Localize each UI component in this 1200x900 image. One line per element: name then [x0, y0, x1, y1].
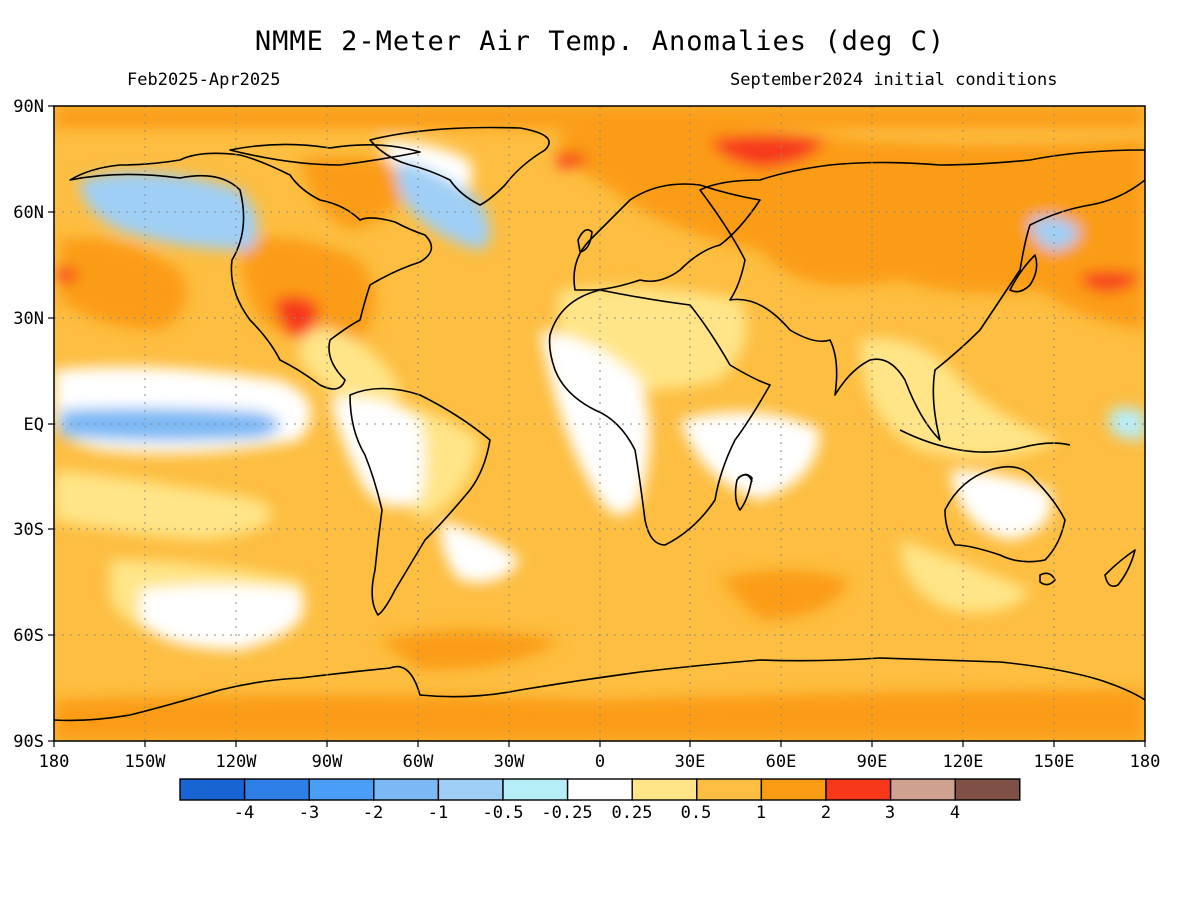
lon-ticks — [53, 741, 1146, 747]
lon-label: 30E — [675, 752, 706, 772]
forecast-period: Feb2025-Apr2025 — [127, 70, 281, 90]
lat-label: 60N — [13, 203, 44, 223]
lat-label: EQ — [24, 415, 44, 435]
coastlines — [54, 126, 1145, 722]
legend-labels: -4 -3 -2 -1 -0.5 -0.25 0.25 0.5 1 2 3 4 — [234, 803, 960, 823]
map-title: NMME 2-Meter Air Temp. Anomalies (deg C) — [254, 26, 946, 57]
legend-label: -0.5 — [483, 803, 524, 823]
lat-labels: 90N 60N 30N EQ 30S 60S 90S — [13, 97, 44, 752]
legend-swatch — [825, 778, 892, 801]
legend-label: -2 — [363, 803, 383, 823]
lon-label: 60E — [766, 752, 797, 772]
lon-label: 180 — [1130, 752, 1161, 772]
legend-label: -3 — [299, 803, 319, 823]
lat-label: 90N — [13, 97, 44, 117]
lon-label: 120E — [943, 752, 984, 772]
lon-label: 0 — [595, 752, 605, 772]
legend-label: 1 — [756, 803, 766, 823]
legend-swatch — [566, 778, 633, 801]
lon-label: 180 — [39, 752, 70, 772]
lon-label: 150W — [125, 752, 167, 772]
initial-conditions: September2024 initial conditions — [730, 70, 1058, 90]
graticule — [54, 106, 1145, 741]
lat-label: 60S — [13, 626, 44, 646]
legend-label: -4 — [234, 803, 254, 823]
legend-swatch — [437, 778, 504, 801]
lat-label: 30S — [13, 520, 44, 540]
lon-labels: 180 150W 120W 90W 60W 30W 0 30E 60E 90E … — [39, 752, 1161, 772]
lat-ticks — [48, 105, 54, 742]
legend-label: 2 — [821, 803, 831, 823]
legend-swatch — [631, 778, 698, 801]
legend-label: 0.5 — [681, 803, 712, 823]
legend-swatch — [243, 778, 310, 801]
lon-label: 60W — [403, 752, 434, 772]
legend-swatches — [179, 778, 1021, 801]
lon-label: 90W — [312, 752, 343, 772]
legend-label: -0.25 — [541, 803, 592, 823]
legend-label: 0.25 — [612, 803, 653, 823]
legend-swatch — [179, 778, 246, 801]
legend-swatch — [954, 778, 1021, 801]
legend-swatch — [696, 778, 763, 801]
legend-swatch — [889, 778, 956, 801]
legend-swatch — [373, 778, 440, 801]
legend-swatch — [760, 778, 827, 801]
lon-label: 30W — [494, 752, 525, 772]
legend-label: 4 — [950, 803, 960, 823]
lon-label: 90E — [857, 752, 888, 772]
legend-swatch — [502, 778, 569, 801]
legend-label: 3 — [885, 803, 895, 823]
lat-label: 30N — [13, 309, 44, 329]
lon-label: 150E — [1034, 752, 1075, 772]
color-legend: -4 -3 -2 -1 -0.5 -0.25 0.25 0.5 1 2 3 4 — [179, 778, 1021, 823]
lon-label: 120W — [216, 752, 258, 772]
lat-label: 90S — [13, 732, 44, 752]
legend-swatch — [308, 778, 375, 801]
legend-label: -1 — [428, 803, 448, 823]
